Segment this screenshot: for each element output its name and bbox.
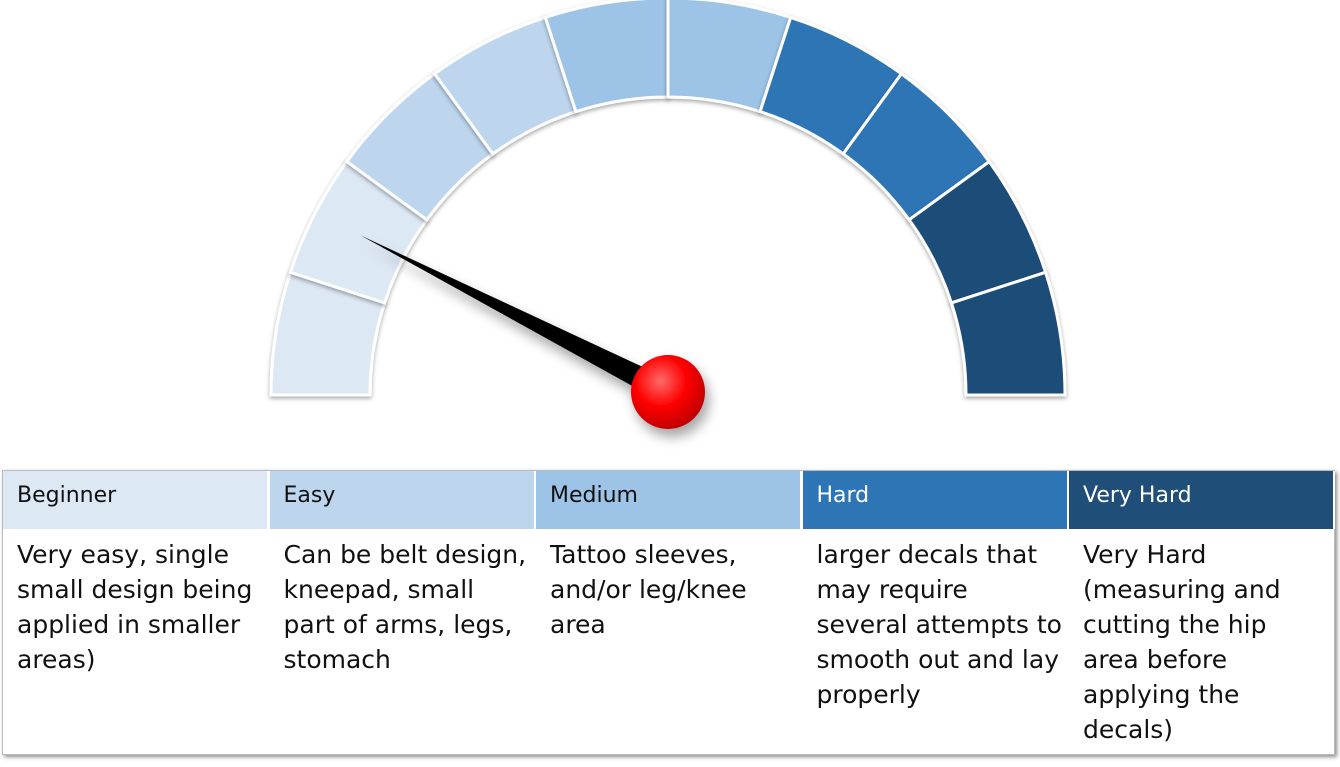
level-description: larger decals that may require several a… bbox=[816, 540, 1062, 709]
gauge-needle bbox=[360, 235, 674, 403]
level-description: Tattoo sleeves, and/or leg/knee area bbox=[550, 540, 747, 639]
gauge-segment bbox=[949, 270, 1067, 397]
gauge-hub bbox=[631, 355, 705, 429]
level-header: Medium bbox=[536, 471, 802, 529]
level-description: Can be belt design, kneepad, small part … bbox=[283, 540, 527, 674]
difficulty-table: Beginner Very easy, single small design … bbox=[2, 470, 1335, 755]
level-column: Very Hard Very Hard (measuring and cutti… bbox=[1069, 471, 1335, 754]
level-column: Medium Tattoo sleeves, and/or leg/knee a… bbox=[536, 471, 802, 754]
level-header: Very Hard bbox=[1069, 471, 1335, 529]
level-column: Beginner Very easy, single small design … bbox=[3, 471, 269, 754]
level-description: Very easy, single small design being app… bbox=[17, 540, 253, 674]
level-header: Hard bbox=[802, 471, 1069, 529]
level-header: Beginner bbox=[3, 471, 269, 529]
level-column: Hard larger decals that may require seve… bbox=[802, 471, 1069, 754]
level-column: Easy Can be belt design, kneepad, small … bbox=[269, 471, 536, 754]
level-description: Very Hard (measuring and cutting the hip… bbox=[1083, 540, 1281, 744]
level-header: Easy bbox=[269, 471, 536, 529]
difficulty-gauge bbox=[269, 0, 1067, 429]
